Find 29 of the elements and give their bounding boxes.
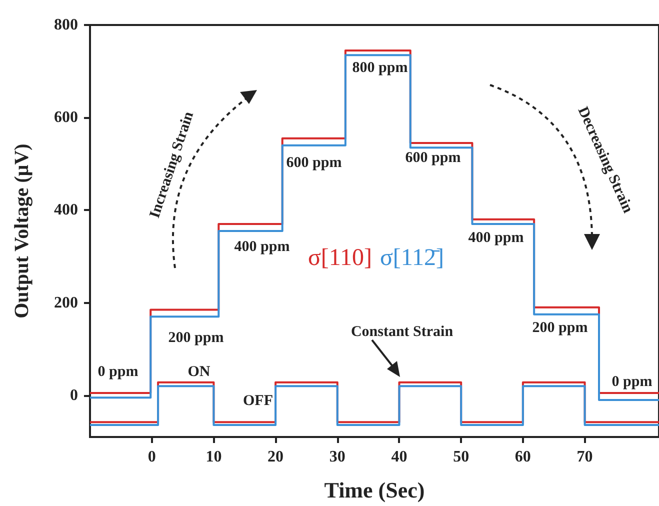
annotation: Constant Strain	[350, 324, 454, 340]
annotation: 200 ppm	[168, 330, 224, 346]
series-label: σ[110]	[308, 245, 372, 271]
x-tick-label: 10	[206, 448, 222, 466]
y-tick-label: 800	[54, 16, 78, 34]
x-tick-label: 60	[514, 448, 531, 466]
x-axis-title: Time (Sec)	[324, 478, 425, 502]
y-axis-title: Output Voltage (μV)	[11, 144, 33, 318]
annotation: 600 ppm	[286, 155, 342, 171]
annotation: 800 ppm	[352, 60, 408, 76]
series-label: σ[112̄]	[380, 245, 444, 271]
x-tick-label: 20	[268, 448, 284, 466]
x-tick-label: 30	[329, 448, 346, 466]
x-tick-label: 0	[148, 448, 156, 466]
x-tick-label: 70	[576, 448, 593, 466]
annotation: ON	[188, 364, 210, 380]
y-tick-label: 600	[54, 109, 78, 126]
annotation: 400 ppm	[234, 239, 290, 255]
annotation: OFF	[243, 393, 273, 409]
y-tick-label: 400	[54, 202, 78, 219]
x-tick-label: 40	[391, 448, 408, 466]
annotation: 200 ppm	[532, 320, 588, 336]
x-tick-label: 50	[453, 448, 470, 466]
y-tick-label: 200	[54, 294, 78, 312]
annotation: 0 ppm	[612, 374, 653, 390]
annotation: 0 ppm	[98, 364, 139, 380]
annotation: 600 ppm	[405, 150, 462, 166]
annotation: 400 ppm	[468, 230, 524, 246]
y-tick-label: 0	[70, 386, 78, 404]
